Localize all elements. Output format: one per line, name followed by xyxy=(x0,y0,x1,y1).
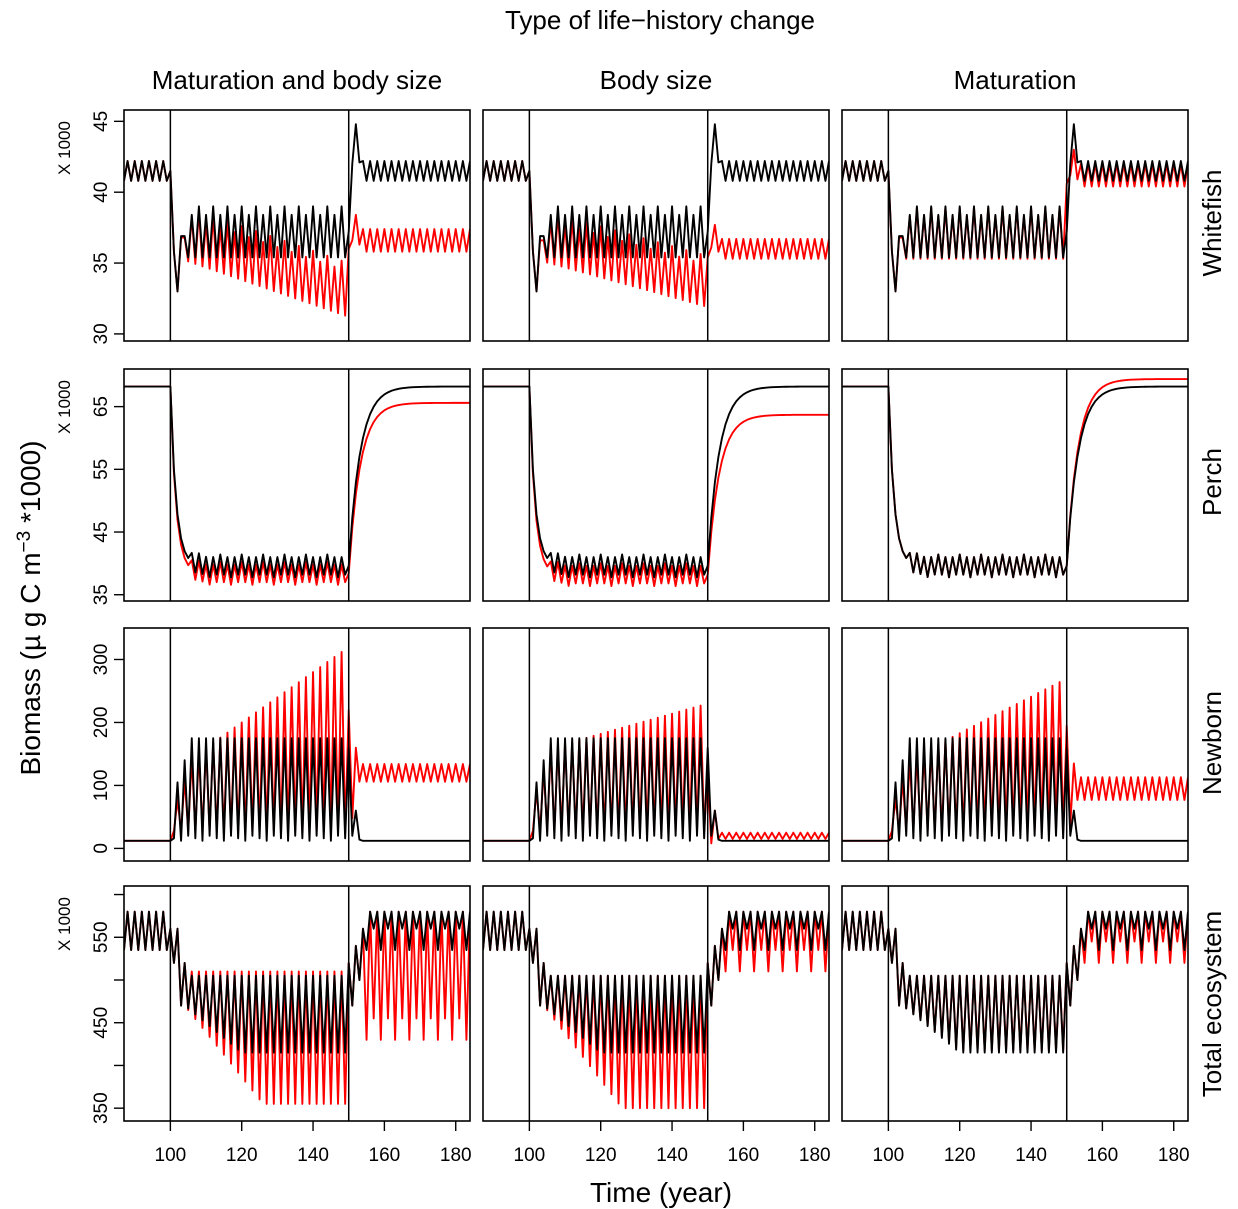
panel-whitefish-maturation-frame xyxy=(841,109,1189,342)
panel-perch-body-size xyxy=(482,368,830,602)
x-tick-label-col2-100: 100 xyxy=(873,1145,905,1166)
panel-newborn-body-size xyxy=(482,627,830,862)
panel-newborn-maturation-and-body-size-series-black xyxy=(124,737,470,842)
panel-perch-body-size-frame xyxy=(482,368,830,602)
row-title-newborn: Newborn xyxy=(1197,691,1227,795)
x-tick-label-col2-180: 180 xyxy=(1158,1145,1190,1166)
panel-total-ecosystem-maturation-and-body-size-series-black xyxy=(124,910,470,1054)
y-axis-title-tail: *1000) xyxy=(15,440,46,530)
row-title-whitefish: Whitefish xyxy=(1197,170,1227,277)
x-tick-label-col2-120: 120 xyxy=(944,1145,976,1166)
panel-perch-maturation-series-black xyxy=(842,385,1188,579)
x-tick-label-col2-140: 140 xyxy=(1015,1145,1047,1166)
panel-newborn-maturation xyxy=(841,627,1189,862)
panel-total-ecosystem-body-size-frame xyxy=(482,885,830,1122)
y-tick-label-total-ecosystem-550: 550 xyxy=(91,921,112,953)
x-tick-label-col0-160: 160 xyxy=(369,1145,401,1166)
panel-whitefish-maturation-and-body-size: 30 35 40 45 X 1000 xyxy=(55,109,471,344)
panel-whitefish-maturation xyxy=(841,109,1189,342)
panel-newborn-body-size-series-black xyxy=(483,737,829,842)
panel-whitefish-maturation-and-body-size-frame xyxy=(123,109,471,342)
x-tick-label-col1-160: 160 xyxy=(728,1145,760,1166)
panel-newborn-body-size-frame xyxy=(482,627,830,862)
panel-perch-maturation xyxy=(841,368,1189,602)
panel-total-ecosystem-body-size-series-black xyxy=(483,910,829,1054)
multiplier-label-perch: X 1000 xyxy=(55,380,74,434)
panel-total-ecosystem-body-size: 100 120 140 160 180 xyxy=(482,885,831,1166)
y-tick-label-whitefish-35: 35 xyxy=(91,252,112,273)
panel-whitefish-maturation-and-body-size-series-black xyxy=(124,123,470,293)
panel-newborn-maturation-and-body-size: 0 100 200 300 xyxy=(91,627,471,862)
x-tick-label-col2-160: 160 xyxy=(1087,1145,1119,1166)
panel-perch-body-size-series-red xyxy=(483,385,829,588)
panel-newborn-maturation-series-black xyxy=(842,737,1188,842)
panel-whitefish-maturation-series-black xyxy=(842,123,1188,293)
y-tick-label-total-ecosystem-350: 350 xyxy=(91,1092,112,1124)
panel-total-ecosystem-maturation-and-body-size-frame xyxy=(123,885,471,1122)
panel-perch-maturation-and-body-size: 35 45 55 65 X 1000 xyxy=(55,368,471,605)
x-tick-label-col1-140: 140 xyxy=(656,1145,688,1166)
x-tick-label-col0-100: 100 xyxy=(155,1145,187,1166)
y-tick-label-newborn-200: 200 xyxy=(91,707,112,739)
y-axis-title-main: Biomass (µ g C m xyxy=(15,552,46,775)
panel-whitefish-body-size-series-black xyxy=(483,123,829,293)
x-tick-label-col1-120: 120 xyxy=(585,1145,617,1166)
y-tick-label-perch-35: 35 xyxy=(91,584,112,605)
y-tick-label-newborn-100: 100 xyxy=(91,770,112,802)
y-tick-label-perch-45: 45 xyxy=(91,521,112,542)
column-title-maturation-and-body-size: Maturation and body size xyxy=(152,65,443,95)
panel-newborn-maturation-frame xyxy=(841,627,1189,862)
x-tick-label-col1-180: 180 xyxy=(799,1145,831,1166)
y-tick-label-perch-65: 65 xyxy=(91,396,112,417)
panel-newborn-maturation-and-body-size-frame xyxy=(123,627,471,862)
y-tick-label-whitefish-30: 30 xyxy=(91,323,112,344)
multiplier-label-total-ecosystem: X 1000 xyxy=(55,897,74,951)
x-tick-label-col0-120: 120 xyxy=(226,1145,258,1166)
column-title-maturation: Maturation xyxy=(954,65,1077,95)
panel-grid: 30 35 40 45 X 1000 35 45 55 65 X 1000 0 100 200 300 35… xyxy=(55,109,1190,1166)
y-tick-label-total-ecosystem-450: 450 xyxy=(91,1007,112,1039)
panel-total-ecosystem-maturation-and-body-size: 350 450 550 X 1000 100 120 140 160 180 xyxy=(55,885,472,1166)
y-axis-title: Biomass (µ g C m−3 *1000) xyxy=(14,440,46,775)
x-tick-label-col1-100: 100 xyxy=(514,1145,546,1166)
row-title-total-ecosystem: Total ecosystem xyxy=(1197,911,1227,1097)
column-title-body-size: Body size xyxy=(600,65,713,95)
panel-perch-maturation-series-red xyxy=(842,378,1188,579)
y-tick-label-perch-55: 55 xyxy=(91,459,112,480)
panel-perch-maturation-and-body-size-series-red xyxy=(124,385,470,586)
x-tick-label-col0-180: 180 xyxy=(440,1145,472,1166)
panel-perch-maturation-and-body-size-frame xyxy=(123,368,471,602)
y-tick-label-newborn-0: 0 xyxy=(91,843,112,854)
panel-perch-body-size-series-black xyxy=(483,385,829,579)
panel-perch-maturation-and-body-size-series-black xyxy=(124,385,470,579)
panel-whitefish-body-size xyxy=(482,109,830,342)
panel-whitefish-body-size-frame xyxy=(482,109,830,342)
panel-perch-maturation-frame xyxy=(841,368,1189,602)
x-axis-title: Time (year) xyxy=(590,1177,732,1208)
y-tick-label-whitefish-40: 40 xyxy=(91,182,112,203)
row-title-perch: Perch xyxy=(1197,448,1227,516)
panel-total-ecosystem-maturation-series-black xyxy=(842,910,1188,1054)
y-tick-label-newborn-300: 300 xyxy=(91,644,112,676)
y-axis-title-exponent: −3 xyxy=(14,531,35,553)
figure-title: Type of life−history change xyxy=(505,5,815,35)
x-tick-label-col0-140: 140 xyxy=(297,1145,329,1166)
y-tick-label-whitefish-45: 45 xyxy=(91,111,112,132)
panel-total-ecosystem-maturation: 100 120 140 160 180 xyxy=(841,885,1190,1166)
panel-total-ecosystem-maturation-frame xyxy=(841,885,1189,1122)
multiplier-label-whitefish: X 1000 xyxy=(55,121,74,175)
